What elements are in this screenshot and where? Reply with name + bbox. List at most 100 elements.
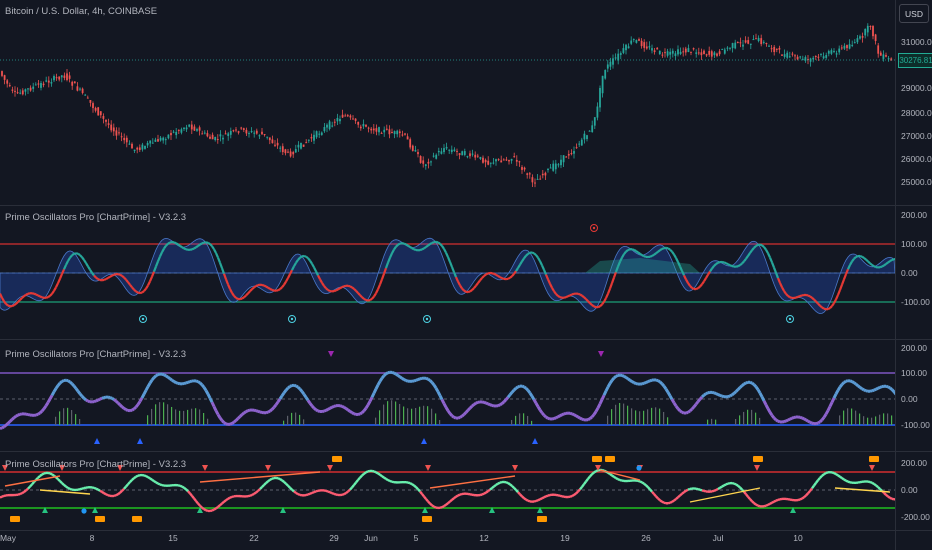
oscillator-line-segment bbox=[243, 410, 247, 415]
oscillator-line-segment bbox=[261, 283, 265, 287]
candle-body bbox=[336, 117, 339, 122]
oscillator-line-segment bbox=[241, 296, 245, 300]
oscillator-line-segment bbox=[415, 486, 419, 491]
oscillator-line-segment bbox=[436, 390, 442, 397]
oscillator-line-segment bbox=[757, 504, 761, 508]
candle-body bbox=[427, 161, 430, 164]
oscillator-line-segment bbox=[669, 248, 673, 253]
oscillator-line-segment bbox=[105, 493, 109, 497]
candle-body bbox=[313, 134, 315, 141]
oscillator-line-segment bbox=[883, 263, 887, 267]
candle-body bbox=[263, 134, 266, 136]
oscillator-line-segment bbox=[649, 488, 653, 493]
candle-body bbox=[476, 155, 479, 157]
oscillator-line-segment bbox=[380, 374, 386, 380]
oscillator-line-segment bbox=[823, 471, 827, 476]
oscillator-line-segment bbox=[813, 298, 817, 303]
oscillator-line-segment bbox=[883, 492, 887, 496]
oscillator-line-segment bbox=[523, 385, 527, 390]
candle-body bbox=[775, 48, 778, 50]
oscillator-line-segment bbox=[539, 260, 543, 266]
candle-body bbox=[762, 41, 765, 43]
oscillator-pane-3[interactable]: Prime Oscillators Pro [ChartPrime] - V3.… bbox=[0, 452, 895, 530]
oscillator-line-segment bbox=[575, 414, 579, 419]
oscillator-line-segment bbox=[668, 395, 674, 401]
oscillator-line-segment bbox=[81, 256, 85, 261]
oscillator-line-segment bbox=[199, 242, 203, 246]
oscillator-line-segment bbox=[212, 405, 218, 412]
candle-body bbox=[341, 114, 344, 118]
oscillator-line-segment bbox=[583, 480, 587, 485]
oscillator-line-segment bbox=[329, 405, 333, 410]
oscillator-line-segment bbox=[579, 293, 583, 297]
oscillator-2-axis[interactable]: 200.00 100.00 0.00 -100.00 bbox=[895, 340, 932, 451]
oscillator-line-segment bbox=[339, 286, 343, 290]
candle-body bbox=[757, 37, 760, 42]
oscillator-line-segment bbox=[776, 277, 782, 284]
candle-body bbox=[209, 136, 211, 139]
oscillator-line-segment bbox=[206, 393, 212, 399]
oscillator-line-segment bbox=[274, 401, 280, 406]
oscillator-line-segment bbox=[510, 389, 516, 394]
oscillator-line-segment bbox=[789, 416, 793, 421]
oscillator-line-segment bbox=[517, 491, 521, 496]
oscillator-line-segment bbox=[473, 284, 477, 289]
oscillator-line-segment bbox=[145, 284, 149, 290]
candle-body bbox=[216, 138, 219, 140]
oscillator-line-segment bbox=[278, 394, 284, 400]
pane-divider[interactable] bbox=[0, 205, 932, 206]
oscillator-line-segment bbox=[705, 274, 709, 279]
oscillator-line-segment bbox=[452, 271, 458, 278]
oscillator-line-segment bbox=[397, 374, 401, 379]
price-axis[interactable]: 31000.00 29000.00 28000.00 27000.00 2600… bbox=[895, 0, 932, 205]
oscillator-line-segment bbox=[768, 411, 774, 417]
oscillator-line-segment bbox=[427, 500, 431, 505]
candle-body bbox=[619, 53, 622, 55]
candle-body bbox=[609, 61, 612, 67]
oscillator-pane-2[interactable]: Prime Oscillators Pro [ChartPrime] - V3.… bbox=[0, 340, 895, 451]
oscillator-line-segment bbox=[653, 252, 657, 256]
candle-body bbox=[521, 167, 523, 170]
time-axis[interactable] bbox=[0, 531, 895, 550]
candle-body bbox=[528, 173, 531, 175]
oscillator-line-segment bbox=[859, 386, 863, 391]
candle-body bbox=[565, 156, 568, 158]
oscillator-line-segment bbox=[377, 472, 381, 476]
oscillator-pane-1[interactable]: Prime Oscillators Pro [ChartPrime] - V3.… bbox=[0, 206, 895, 339]
oscillator-line-segment bbox=[364, 404, 370, 410]
oscillator-line-segment bbox=[152, 374, 158, 379]
oscillator-1-axis[interactable]: 200.00 100.00 0.00 -100.00 bbox=[895, 206, 932, 339]
oscillator-line-segment bbox=[49, 292, 53, 297]
oscillator-3-axis[interactable]: 200.00 0.00 -200.00 bbox=[895, 452, 932, 530]
oscillator-line-segment bbox=[481, 275, 485, 279]
oscillator-line-segment bbox=[85, 398, 89, 403]
price-chart-pane[interactable]: Bitcoin / U.S. Dollar, 4h, COINBASE bbox=[0, 0, 895, 205]
oscillator-line-segment bbox=[147, 476, 151, 480]
oscillator-line-segment bbox=[193, 497, 197, 502]
candle-body bbox=[833, 50, 835, 52]
oscillator-line-segment bbox=[855, 382, 859, 387]
oscillator-line-segment bbox=[204, 389, 210, 395]
pane-divider[interactable] bbox=[0, 339, 932, 340]
oscillator-line-segment bbox=[183, 486, 187, 491]
pane-divider[interactable] bbox=[0, 451, 932, 452]
candle-body bbox=[791, 53, 794, 55]
oscillator-line-segment bbox=[95, 398, 99, 403]
oscillator-line-segment bbox=[799, 294, 803, 298]
candle-body bbox=[778, 47, 781, 50]
candle-body bbox=[188, 124, 191, 127]
oscillator-line-segment bbox=[752, 383, 758, 388]
oscillator-line-segment bbox=[5, 303, 9, 307]
oscillator-line-segment bbox=[873, 387, 877, 392]
histogram-bar bbox=[147, 415, 149, 425]
oscillator-line-segment bbox=[499, 276, 503, 280]
oscillator-line-segment bbox=[155, 481, 159, 485]
candle-body bbox=[557, 164, 560, 166]
oscillator-line-segment bbox=[754, 385, 760, 391]
histogram-bar bbox=[839, 415, 841, 425]
oscillator-line-segment bbox=[376, 380, 382, 386]
currency-button[interactable]: USD bbox=[899, 4, 929, 23]
oscillator-line-segment bbox=[331, 491, 335, 496]
oscillator-line-segment bbox=[699, 283, 703, 288]
oscillator-line-segment bbox=[85, 262, 89, 267]
